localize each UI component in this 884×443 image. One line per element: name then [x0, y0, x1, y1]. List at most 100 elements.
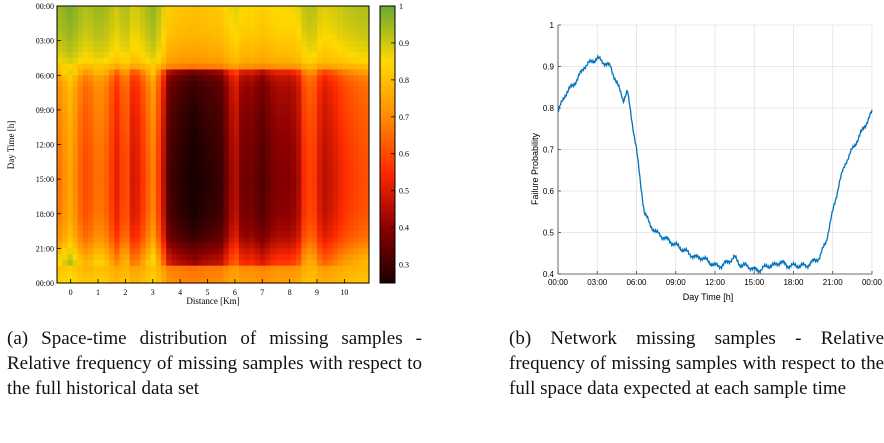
heatmap-cell — [150, 132, 157, 140]
heatmap-cell — [348, 6, 354, 13]
heatmap-cell — [317, 138, 323, 146]
heatmap-cell — [98, 207, 105, 215]
heatmap-cell — [343, 132, 349, 140]
heatmap-cell — [254, 138, 261, 146]
heatmap-cell — [72, 75, 79, 82]
heatmap-cell — [254, 190, 261, 198]
heatmap-cell — [161, 34, 167, 42]
heatmap-cell — [192, 225, 198, 232]
heatmap-cell — [348, 271, 354, 278]
heatmap-cell — [83, 207, 89, 215]
heatmap-cell — [93, 23, 100, 30]
line-x-tick-label: 15:00 — [744, 278, 765, 287]
heatmap-cell — [114, 144, 120, 151]
heatmap-cell — [171, 86, 178, 94]
heatmap-cell — [265, 121, 271, 128]
heatmap-cell — [114, 109, 120, 117]
heatmap-cell — [280, 173, 287, 180]
heatmap-cell — [249, 156, 256, 163]
heatmap-cell — [218, 81, 224, 88]
heatmap-cell — [135, 98, 141, 105]
heatmap-cell — [280, 150, 287, 157]
heatmap-cell — [285, 98, 292, 105]
heatmap-cell — [62, 242, 68, 249]
heatmap-cell — [161, 161, 167, 169]
heatmap-cell — [171, 225, 178, 232]
heatmap-cell — [239, 202, 245, 209]
heatmap-cell — [197, 138, 204, 146]
heatmap-cell — [93, 179, 100, 186]
heatmap-cell — [306, 207, 313, 215]
heatmap-cell — [202, 132, 209, 140]
heatmap-cell — [187, 156, 193, 163]
heatmap-cell — [57, 248, 63, 255]
heatmap-cell — [119, 138, 126, 146]
heatmap-cell — [239, 167, 245, 174]
heatmap-cell — [265, 17, 271, 24]
heatmap-cell — [161, 109, 167, 117]
heatmap-cell — [291, 219, 297, 226]
heatmap-cell — [291, 225, 297, 232]
heatmap-cell — [337, 190, 344, 198]
heatmap-cell — [270, 104, 276, 111]
heatmap-cell — [270, 213, 276, 221]
heatmap-cell — [332, 6, 339, 13]
heatmap-cell — [140, 213, 146, 221]
heatmap-cell — [254, 17, 261, 24]
heatmap-cell — [150, 271, 157, 278]
heatmap-cell — [228, 11, 235, 19]
heatmap-cell — [161, 150, 167, 157]
line-y-tick-label: 0.8 — [543, 104, 555, 113]
heatmap-cell — [187, 248, 193, 255]
heatmap-cell — [306, 161, 313, 169]
heatmap-cell — [296, 109, 302, 117]
heatmap-cell — [135, 202, 141, 209]
heatmap-cell — [348, 23, 354, 30]
heatmap-cell — [77, 190, 84, 198]
heatmap-cell — [358, 115, 365, 123]
heatmap-cell — [322, 184, 328, 192]
heatmap-cell — [317, 236, 323, 244]
heatmap-cell — [343, 52, 349, 59]
heatmap-cell — [83, 219, 89, 226]
line-x-tick-label: 06:00 — [626, 278, 647, 287]
colorbar-tick-label: 1 — [399, 2, 403, 11]
heatmap-cell — [135, 277, 141, 284]
heatmap-cell — [343, 138, 349, 146]
heatmap-cell — [62, 156, 68, 163]
heatmap-cell — [348, 81, 354, 88]
heatmap-cell — [150, 115, 157, 123]
heatmap-cell — [348, 265, 354, 273]
heatmap-cell — [207, 86, 214, 94]
heatmap-cell — [93, 46, 100, 53]
heatmap-cell — [72, 236, 79, 244]
heatmap-cell — [233, 98, 240, 105]
heatmap-cell — [88, 254, 94, 261]
heatmap-cell — [140, 46, 146, 53]
heatmap-cell — [265, 6, 271, 13]
heatmap-cell — [140, 121, 146, 128]
heatmap-cell — [358, 259, 365, 267]
heatmap-cell — [67, 184, 74, 192]
heatmap-cell — [327, 202, 334, 209]
heatmap-cell — [124, 92, 131, 99]
heatmap-cell — [306, 179, 313, 186]
heatmap-cell — [150, 17, 157, 24]
heatmap-cell — [135, 207, 141, 215]
heatmap-cell — [57, 98, 63, 105]
heatmap-cell — [327, 161, 334, 169]
heatmap-cell — [265, 271, 271, 278]
heatmap-cell — [348, 86, 354, 94]
heatmap-cell — [270, 202, 276, 209]
heatmap-cell — [296, 17, 302, 24]
heatmap-cell — [249, 104, 256, 111]
heatmap-cell — [363, 242, 370, 249]
heatmap-cell — [223, 6, 230, 13]
heatmap-cell — [213, 57, 219, 65]
heatmap-cell — [285, 184, 292, 192]
heatmap-cell — [109, 236, 115, 244]
heatmap-cell — [62, 271, 68, 278]
heatmap-cell — [306, 86, 313, 94]
heatmap-cell — [155, 242, 162, 249]
heatmap-cell — [327, 29, 334, 36]
